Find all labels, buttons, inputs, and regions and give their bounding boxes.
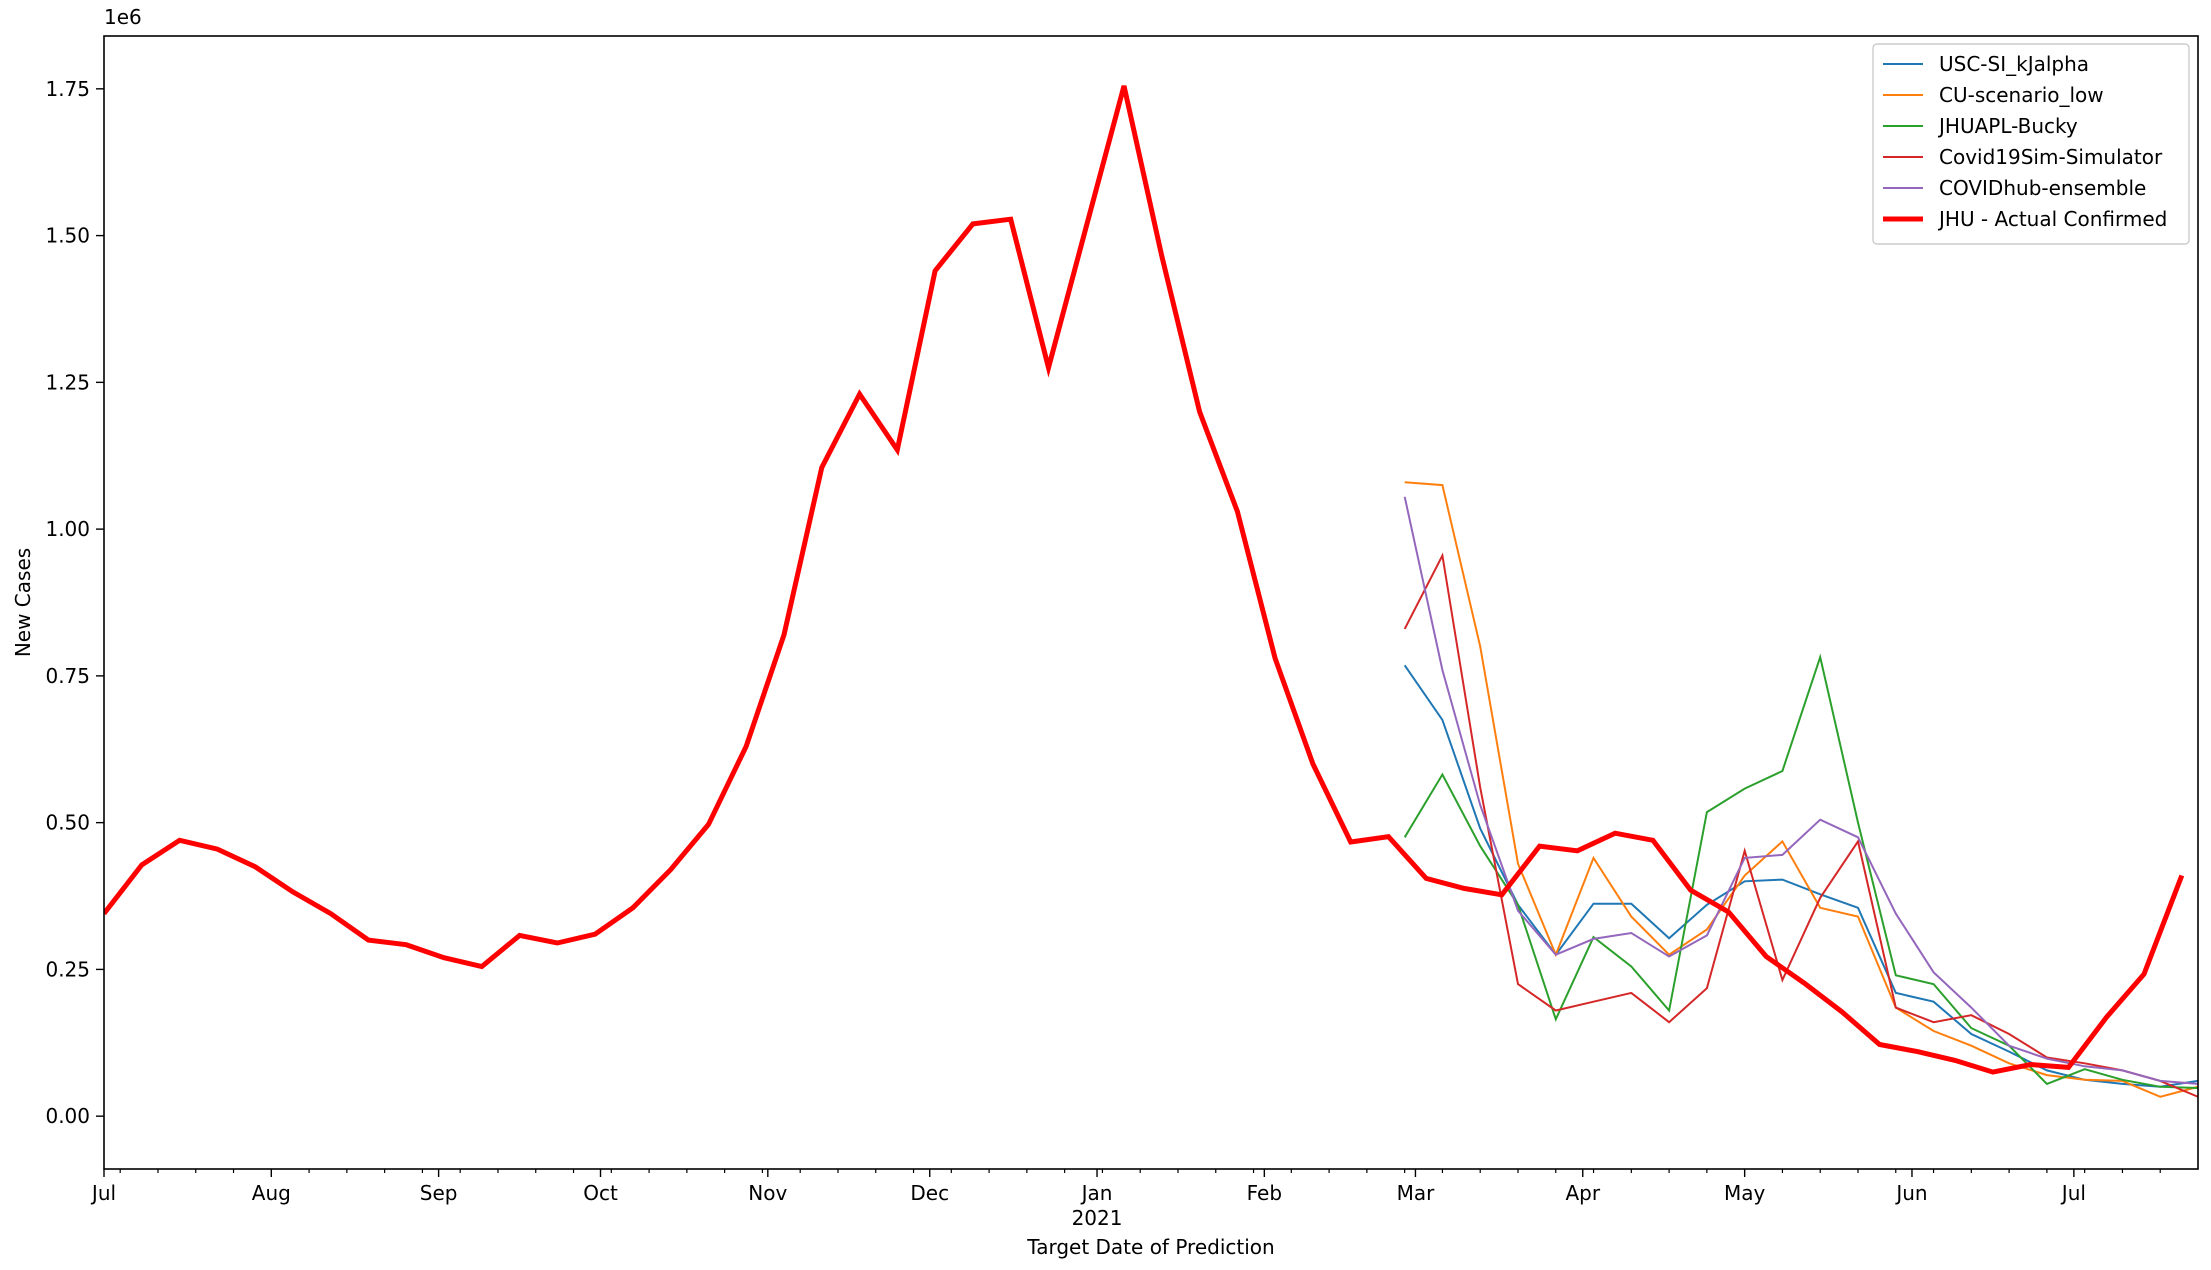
y-scale-label: 1e6	[104, 5, 142, 29]
legend-label-5: JHU - Actual Confirmed	[1937, 207, 2167, 231]
y-tick-label-0: 0.00	[45, 1104, 90, 1128]
legend: USC-SI_kJalpha CU-scenario_low JHUAPL-Buck…	[1872, 43, 2190, 245]
y-tick-label-4: 1.00	[45, 517, 90, 541]
series-line-3	[1403, 552, 2198, 1098]
series-layer	[104, 85, 2198, 1098]
plot-frame	[103, 35, 2199, 1170]
series-line-5	[104, 85, 2185, 1075]
y-tick-label-3: 0.75	[45, 664, 90, 688]
x-tick-label-11: Jun	[1894, 1181, 1927, 1205]
y-tick-label-7: 1.75	[45, 77, 90, 101]
series-line-4	[1403, 496, 2198, 1085]
x-tick-sublabel-6: 2021	[1072, 1206, 1123, 1230]
y-tick-label-6: 1.50	[45, 224, 90, 248]
legend-label-4: COVIDhub-ensemble	[1939, 176, 2146, 200]
legend-label-3: Covid19Sim-Simulator	[1939, 145, 2163, 169]
legend-label-0: USC-SI_kJalpha	[1939, 52, 2089, 76]
x-tick-label-9: Apr	[1565, 1181, 1600, 1205]
x-tick-label-7: Feb	[1247, 1181, 1282, 1205]
legend-label-1: CU-scenario_low	[1939, 83, 2104, 107]
x-tick-label-10: May	[1724, 1181, 1766, 1205]
x-tick-label-8: Mar	[1397, 1181, 1436, 1205]
series-line-2	[1403, 653, 2198, 1090]
y-axis-title: New Cases	[11, 548, 35, 657]
y-tick-label-2: 0.50	[45, 811, 90, 835]
y-tick-label-1: 0.25	[45, 957, 90, 981]
series-line-1	[1404, 481, 2198, 1098]
x-tick-label-0: Jul	[90, 1181, 116, 1205]
y-axis: 0.00 0.25 0.50 0.75 1.00 1.25 1.50 1.75	[45, 77, 104, 1128]
x-tick-label-2: Sep	[420, 1181, 458, 1205]
y-tick-label-5: 1.25	[45, 370, 90, 394]
x-tick-label-6: Jan	[1080, 1181, 1113, 1205]
x-tick-label-12: Jul	[2060, 1181, 2086, 1205]
x-tick-label-3: Oct	[583, 1181, 618, 1205]
x-tick-label-4: Nov	[748, 1181, 787, 1205]
x-axis-title: Target Date of Prediction	[1026, 1235, 1274, 1259]
legend-box	[1872, 43, 2190, 245]
legend-label-2: JHUAPL-Bucky	[1937, 114, 2078, 138]
x-tick-label-5: Dec	[910, 1181, 949, 1205]
x-tick-label-1: Aug	[252, 1181, 291, 1205]
